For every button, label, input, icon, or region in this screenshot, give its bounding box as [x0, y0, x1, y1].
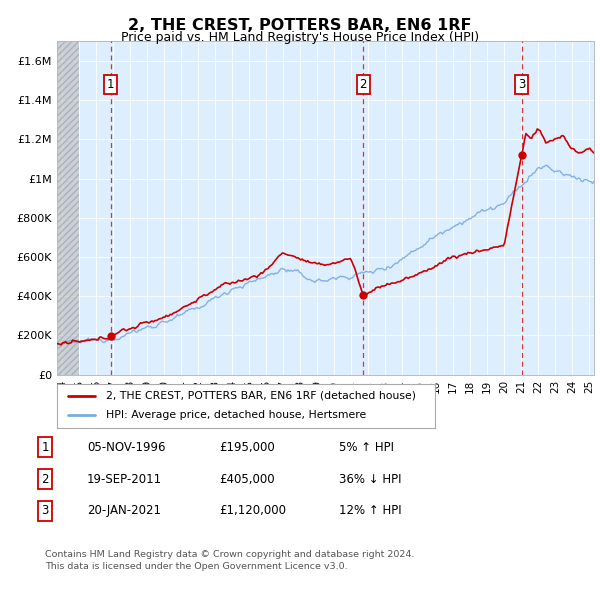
Text: 1: 1	[41, 441, 49, 454]
Text: 3: 3	[41, 504, 49, 517]
Text: £195,000: £195,000	[219, 441, 275, 454]
Text: 20-JAN-2021: 20-JAN-2021	[87, 504, 161, 517]
Text: 3: 3	[518, 78, 526, 91]
Text: 2: 2	[359, 78, 367, 91]
Text: 36% ↓ HPI: 36% ↓ HPI	[339, 473, 401, 486]
Bar	[57, 41, 79, 375]
Text: 12% ↑ HPI: 12% ↑ HPI	[339, 504, 401, 517]
Text: £1,120,000: £1,120,000	[219, 504, 286, 517]
Text: 19-SEP-2011: 19-SEP-2011	[87, 473, 162, 486]
Text: This data is licensed under the Open Government Licence v3.0.: This data is licensed under the Open Gov…	[45, 562, 347, 571]
Text: 2, THE CREST, POTTERS BAR, EN6 1RF: 2, THE CREST, POTTERS BAR, EN6 1RF	[128, 18, 472, 33]
Text: £405,000: £405,000	[219, 473, 275, 486]
Text: 1: 1	[107, 78, 114, 91]
Text: 5% ↑ HPI: 5% ↑ HPI	[339, 441, 394, 454]
Text: Price paid vs. HM Land Registry's House Price Index (HPI): Price paid vs. HM Land Registry's House …	[121, 31, 479, 44]
Text: 2: 2	[41, 473, 49, 486]
Text: Contains HM Land Registry data © Crown copyright and database right 2024.: Contains HM Land Registry data © Crown c…	[45, 550, 415, 559]
Text: 05-NOV-1996: 05-NOV-1996	[87, 441, 166, 454]
Text: 2, THE CREST, POTTERS BAR, EN6 1RF (detached house): 2, THE CREST, POTTERS BAR, EN6 1RF (deta…	[106, 391, 416, 401]
Text: HPI: Average price, detached house, Hertsmere: HPI: Average price, detached house, Hert…	[106, 411, 367, 420]
